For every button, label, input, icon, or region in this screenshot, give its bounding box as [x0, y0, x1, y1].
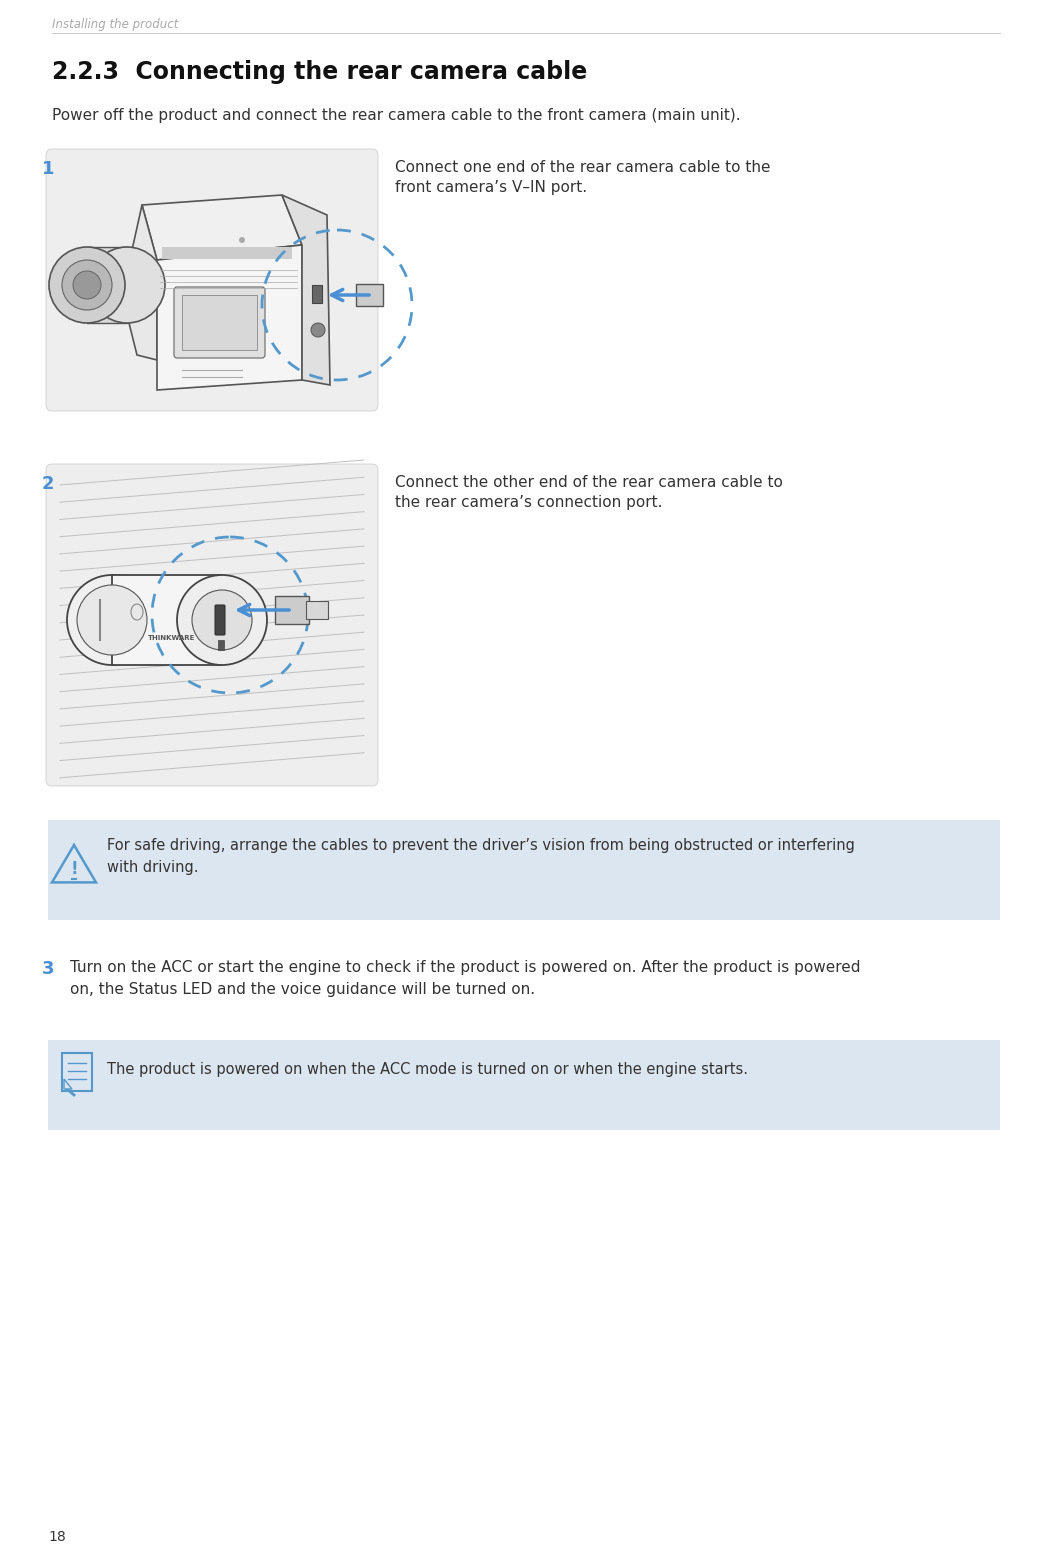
FancyBboxPatch shape [312, 285, 322, 303]
Text: on, the Status LED and the voice guidance will be turned on.: on, the Status LED and the voice guidanc… [70, 982, 535, 997]
Polygon shape [122, 205, 157, 361]
Text: with driving.: with driving. [107, 859, 199, 875]
Text: 1: 1 [42, 160, 55, 179]
Polygon shape [64, 1079, 72, 1090]
Text: Installing the product: Installing the product [52, 17, 179, 31]
Polygon shape [157, 245, 302, 390]
Text: The product is powered on when the ACC mode is turned on or when the engine star: The product is powered on when the ACC m… [107, 1062, 748, 1077]
Text: front camera’s V–IN port.: front camera’s V–IN port. [394, 180, 587, 194]
Circle shape [77, 585, 147, 655]
Polygon shape [87, 248, 127, 323]
Text: Connect one end of the rear camera cable to the: Connect one end of the rear camera cable… [394, 160, 770, 176]
Text: 3: 3 [42, 960, 55, 978]
Polygon shape [282, 194, 330, 386]
FancyBboxPatch shape [46, 149, 378, 411]
FancyBboxPatch shape [275, 596, 309, 624]
Polygon shape [112, 575, 222, 665]
FancyBboxPatch shape [48, 820, 1000, 920]
FancyBboxPatch shape [46, 464, 378, 786]
Circle shape [177, 575, 267, 665]
Circle shape [89, 248, 165, 323]
FancyBboxPatch shape [162, 248, 292, 259]
FancyBboxPatch shape [182, 295, 257, 350]
Text: Power off the product and connect the rear camera cable to the front camera (mai: Power off the product and connect the re… [52, 108, 741, 122]
FancyBboxPatch shape [306, 601, 328, 619]
FancyBboxPatch shape [215, 605, 225, 635]
Circle shape [67, 575, 157, 665]
Circle shape [311, 323, 325, 337]
Text: Connect the other end of the rear camera cable to: Connect the other end of the rear camera… [394, 475, 783, 491]
Text: 2: 2 [42, 475, 55, 492]
Circle shape [239, 237, 245, 243]
Circle shape [193, 590, 252, 651]
Text: Turn on the ACC or start the engine to check if the product is powered on. After: Turn on the ACC or start the engine to c… [70, 960, 861, 975]
Text: For safe driving, arrange the cables to prevent the driver’s vision from being o: For safe driving, arrange the cables to … [107, 837, 855, 853]
Text: THINKWARE: THINKWARE [148, 635, 196, 641]
Text: 18: 18 [48, 1530, 65, 1544]
Text: 2.2.3  Connecting the rear camera cable: 2.2.3 Connecting the rear camera cable [52, 60, 587, 85]
Text: the rear camera’s connection port.: the rear camera’s connection port. [394, 495, 663, 510]
FancyBboxPatch shape [174, 287, 265, 358]
FancyBboxPatch shape [356, 284, 383, 306]
Text: !: ! [70, 861, 78, 878]
Circle shape [62, 260, 112, 310]
Polygon shape [142, 194, 302, 260]
FancyBboxPatch shape [48, 1040, 1000, 1131]
FancyBboxPatch shape [218, 640, 224, 651]
Circle shape [49, 248, 125, 323]
Circle shape [73, 271, 101, 299]
